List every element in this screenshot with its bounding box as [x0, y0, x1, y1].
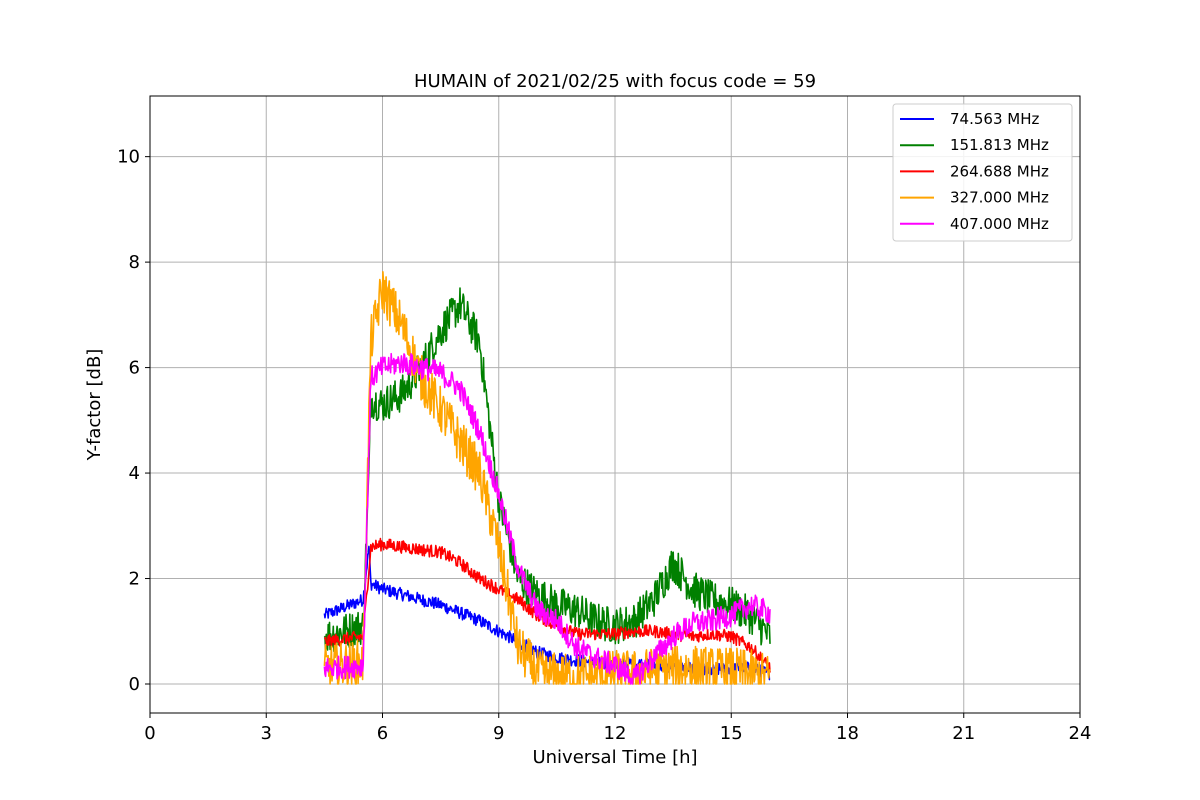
- x-tick-label: 18: [836, 723, 859, 744]
- x-tick-label: 9: [493, 723, 504, 744]
- legend: 74.563 MHz 151.813 MHz 264.688 MHz 327.000 …: [892, 103, 1073, 242]
- legend-label: 74.563 MHz: [950, 110, 1039, 128]
- series-line-5: [323, 352, 771, 685]
- legend-label: 327.000 MHz: [950, 189, 1049, 207]
- x-tick-label: 6: [377, 723, 388, 744]
- y-tick-label: 0: [129, 674, 140, 695]
- legend-label: 151.813 MHz: [950, 136, 1049, 154]
- y-tick-label: 2: [129, 569, 140, 590]
- series-line-3: [323, 537, 771, 673]
- series-layer: [323, 271, 771, 685]
- x-tick-label: 3: [261, 723, 272, 744]
- legend-label: 264.688 MHz: [950, 162, 1049, 180]
- y-tick-label: 10: [117, 147, 140, 168]
- series-line-4: [323, 271, 771, 685]
- y-tick-label: 4: [129, 463, 140, 484]
- y-tick-label: 8: [129, 252, 140, 273]
- series-line-2: [323, 287, 771, 654]
- x-axis-label: Universal Time [h]: [532, 747, 697, 768]
- x-tick-label: 24: [1069, 723, 1092, 744]
- legend-box: [892, 103, 1073, 242]
- chart-title: HUMAIN of 2021/02/25 with focus code = 5…: [414, 71, 816, 92]
- y-tick-label: 6: [129, 358, 140, 379]
- x-tick-label: 21: [952, 723, 975, 744]
- x-tick-label: 0: [144, 723, 155, 744]
- x-tick-label: 15: [720, 723, 743, 744]
- y-axis-label: Y-factor [dB]: [84, 349, 105, 462]
- legend-label: 407.000 MHz: [950, 215, 1049, 233]
- x-tick-label: 12: [604, 723, 627, 744]
